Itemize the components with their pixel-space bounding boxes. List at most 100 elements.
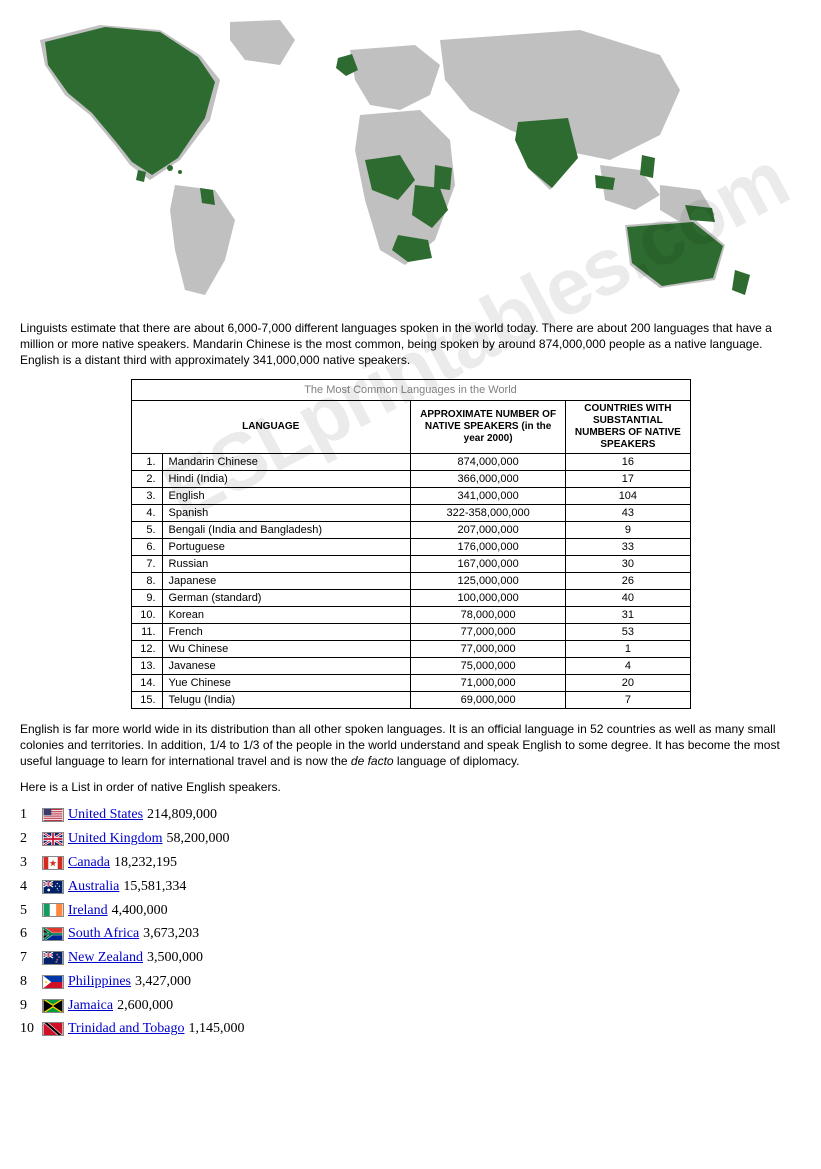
countries-cell: 43 — [566, 504, 690, 521]
rank-cell: 9. — [131, 589, 162, 606]
language-cell: Bengali (India and Bangladesh) — [162, 521, 410, 538]
country-rank: 7 — [20, 946, 38, 970]
country-row: 7 New Zealand 3,500,000 — [20, 946, 801, 970]
country-link[interactable]: Philippines — [68, 970, 131, 994]
country-rank: 4 — [20, 875, 38, 899]
country-value: 3,427,000 — [135, 970, 191, 994]
language-cell: Telugu (India) — [162, 691, 410, 708]
country-link[interactable]: United States — [68, 803, 143, 827]
table-row: 2.Hindi (India)366,000,00017 — [131, 470, 690, 487]
countries-cell: 33 — [566, 538, 690, 555]
english-paragraph: English is far more world wide in its di… — [20, 721, 801, 770]
language-cell: Korean — [162, 606, 410, 623]
country-row: 1 United States 214,809,000 — [20, 803, 801, 827]
countries-cell: 40 — [566, 589, 690, 606]
rank-cell: 5. — [131, 521, 162, 538]
country-link[interactable]: Jamaica — [68, 994, 113, 1018]
countries-cell: 20 — [566, 674, 690, 691]
language-cell: Spanish — [162, 504, 410, 521]
country-list: 1 United States 214,809,0002 United King… — [20, 803, 801, 1041]
header-language: LANGUAGE — [131, 400, 410, 453]
country-link[interactable]: Trinidad and Tobago — [68, 1017, 184, 1041]
table-row: 9.German (standard)100,000,00040 — [131, 589, 690, 606]
defacto-em: de facto — [351, 754, 394, 768]
flag-icon — [42, 951, 64, 965]
table-row: 12.Wu Chinese77,000,0001 — [131, 640, 690, 657]
country-value: 214,809,000 — [147, 803, 217, 827]
rank-cell: 2. — [131, 470, 162, 487]
table-row: 13.Javanese75,000,0004 — [131, 657, 690, 674]
flag-icon — [42, 975, 64, 989]
language-cell: Japanese — [162, 572, 410, 589]
country-link[interactable]: New Zealand — [68, 946, 143, 970]
rank-cell: 7. — [131, 555, 162, 572]
country-link[interactable]: Ireland — [68, 899, 108, 923]
speakers-cell: 125,000,000 — [410, 572, 565, 589]
language-cell: Russian — [162, 555, 410, 572]
languages-table-wrap: The Most Common Languages in the World L… — [20, 379, 801, 709]
table-row: 5.Bengali (India and Bangladesh)207,000,… — [131, 521, 690, 538]
rank-cell: 4. — [131, 504, 162, 521]
language-cell: English — [162, 487, 410, 504]
country-row: 10 Trinidad and Tobago 1,145,000 — [20, 1017, 801, 1041]
speakers-cell: 100,000,000 — [410, 589, 565, 606]
country-value: 3,500,000 — [147, 946, 203, 970]
rank-cell: 11. — [131, 623, 162, 640]
speakers-cell: 874,000,000 — [410, 453, 565, 470]
country-link[interactable]: Australia — [68, 875, 119, 899]
table-row: 7.Russian167,000,00030 — [131, 555, 690, 572]
speakers-cell: 322-358,000,000 — [410, 504, 565, 521]
speakers-cell: 75,000,000 — [410, 657, 565, 674]
flag-icon — [42, 880, 64, 894]
rank-cell: 14. — [131, 674, 162, 691]
language-cell: French — [162, 623, 410, 640]
country-value: 4,400,000 — [112, 899, 168, 923]
rank-cell: 3. — [131, 487, 162, 504]
table-row: 3.English341,000,000104 — [131, 487, 690, 504]
country-value: 18,232,195 — [114, 851, 177, 875]
table-row: 15.Telugu (India)69,000,0007 — [131, 691, 690, 708]
country-rank: 3 — [20, 851, 38, 875]
flag-icon — [42, 903, 64, 917]
rank-cell: 13. — [131, 657, 162, 674]
header-countries: COUNTRIES WITH SUBSTANTIAL NUMBERS OF NA… — [566, 400, 690, 453]
table-caption: The Most Common Languages in the World — [131, 379, 691, 400]
country-rank: 9 — [20, 994, 38, 1018]
country-link[interactable]: South Africa — [68, 922, 139, 946]
country-row: 2 United Kingdom 58,200,000 — [20, 827, 801, 851]
flag-icon — [42, 856, 64, 870]
languages-table: The Most Common Languages in the World L… — [131, 379, 691, 709]
language-cell: Wu Chinese — [162, 640, 410, 657]
country-rank: 6 — [20, 922, 38, 946]
table-row: 14.Yue Chinese71,000,00020 — [131, 674, 690, 691]
country-link[interactable]: United Kingdom — [68, 827, 163, 851]
language-cell: Mandarin Chinese — [162, 453, 410, 470]
table-row: 11.French77,000,00053 — [131, 623, 690, 640]
rank-cell: 15. — [131, 691, 162, 708]
countries-cell: 31 — [566, 606, 690, 623]
list-intro: Here is a List in order of native Englis… — [20, 779, 801, 795]
country-row: 3 Canada 18,232,195 — [20, 851, 801, 875]
countries-cell: 9 — [566, 521, 690, 538]
table-row: 1.Mandarin Chinese874,000,00016 — [131, 453, 690, 470]
speakers-cell: 78,000,000 — [410, 606, 565, 623]
english-para-2: language of diplomacy. — [394, 754, 520, 768]
speakers-cell: 71,000,000 — [410, 674, 565, 691]
country-row: 5 Ireland 4,400,000 — [20, 899, 801, 923]
country-link[interactable]: Canada — [68, 851, 110, 875]
speakers-cell: 366,000,000 — [410, 470, 565, 487]
table-row: 10.Korean78,000,00031 — [131, 606, 690, 623]
countries-cell: 104 — [566, 487, 690, 504]
flag-icon — [42, 1022, 64, 1036]
country-row: 9 Jamaica 2,600,000 — [20, 994, 801, 1018]
language-cell: Yue Chinese — [162, 674, 410, 691]
rank-cell: 8. — [131, 572, 162, 589]
speakers-cell: 176,000,000 — [410, 538, 565, 555]
speakers-cell: 77,000,000 — [410, 640, 565, 657]
flag-icon — [42, 999, 64, 1013]
rank-cell: 10. — [131, 606, 162, 623]
table-row: 4.Spanish322-358,000,00043 — [131, 504, 690, 521]
speakers-cell: 167,000,000 — [410, 555, 565, 572]
country-value: 15,581,334 — [123, 875, 186, 899]
language-cell: Javanese — [162, 657, 410, 674]
